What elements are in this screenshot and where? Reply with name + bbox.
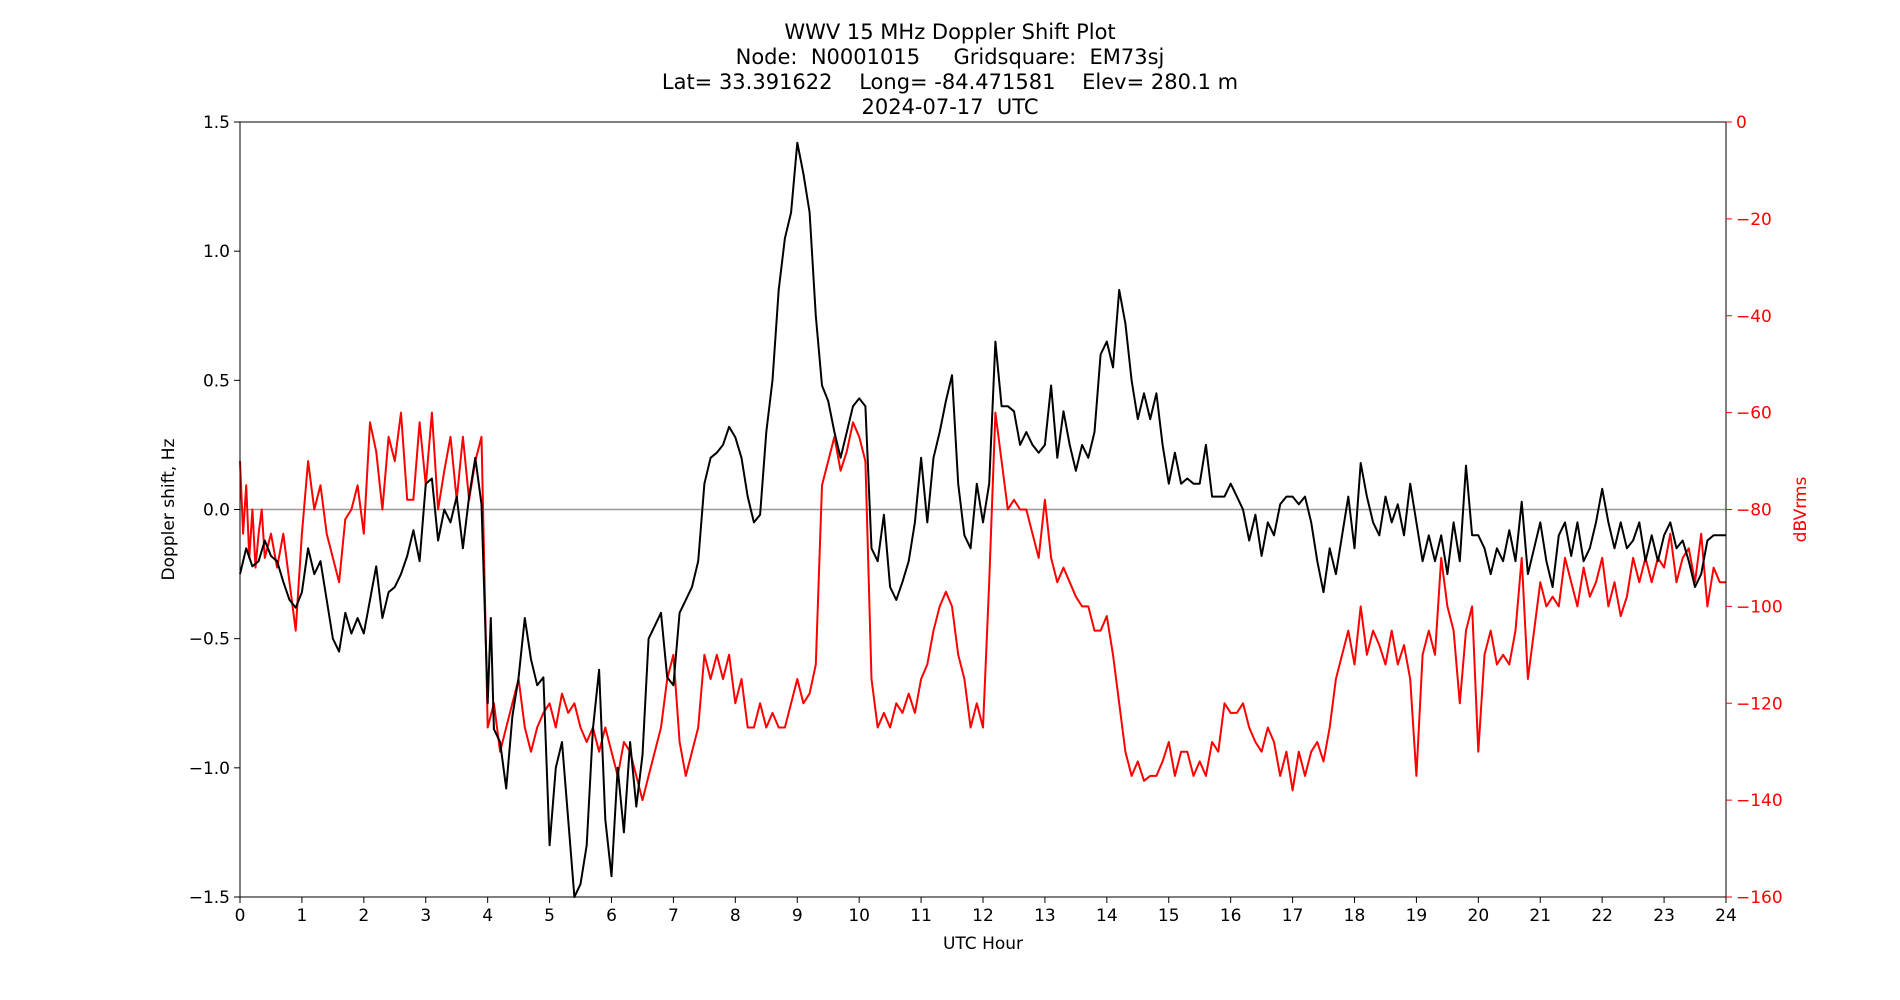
left-tick-label: −1.5 xyxy=(189,888,230,908)
x-tick-label: 19 xyxy=(1406,906,1428,926)
left-tick-label: 0.0 xyxy=(203,501,230,521)
x-tick-label: 1 xyxy=(297,906,308,926)
x-tick-label: 18 xyxy=(1344,906,1366,926)
chart-title: WWV 15 MHz Doppler Shift Plot Node: N000… xyxy=(0,20,1900,120)
x-tick-label: 6 xyxy=(606,906,617,926)
left-tick-label: 1.0 xyxy=(203,242,230,262)
x-tick-label: 21 xyxy=(1529,906,1551,926)
x-tick-label: 15 xyxy=(1158,906,1180,926)
left-tick-label: 1.5 xyxy=(203,113,230,133)
x-tick-label: 17 xyxy=(1282,906,1304,926)
left-tick-label: −1.0 xyxy=(189,759,230,779)
left-axis-ticks: 1.5 1.0 0.5 0.0 −0.5 −1.0 −1.5 xyxy=(189,113,240,908)
right-tick-label: −20 xyxy=(1736,210,1772,230)
x-tick-label: 7 xyxy=(668,906,679,926)
x-tick-label: 11 xyxy=(910,906,932,926)
x-tick-label: 14 xyxy=(1096,906,1118,926)
x-tick-label: 3 xyxy=(420,906,431,926)
x-axis-ticks: 0 1 2 3 4 5 6 7 8 9 10 11 12 13 14 15 16 17 18 19 20 21 22 23 24 xyxy=(235,897,1737,926)
x-tick-label: 5 xyxy=(544,906,555,926)
x-tick-label: 13 xyxy=(1034,906,1056,926)
title-line-1: WWV 15 MHz Doppler Shift Plot xyxy=(784,20,1116,44)
right-axis-label: dBVrms xyxy=(1791,477,1811,543)
doppler-series-line xyxy=(239,141,1726,898)
x-tick-label: 22 xyxy=(1591,906,1613,926)
x-tick-label: 8 xyxy=(730,906,741,926)
right-tick-label: −160 xyxy=(1736,888,1783,908)
right-tick-label: −80 xyxy=(1736,501,1772,521)
power-series-line xyxy=(239,411,1726,802)
title-line-4: 2024-07-17 UTC xyxy=(861,95,1039,119)
left-axis-label: Doppler shift, Hz xyxy=(159,438,179,580)
title-line-2: Node: N0001015 Gridsquare: EM73sj xyxy=(735,45,1165,69)
right-tick-label: −60 xyxy=(1736,404,1772,424)
right-tick-label: −40 xyxy=(1736,307,1772,327)
x-tick-label: 4 xyxy=(482,906,493,926)
right-tick-label: 0 xyxy=(1736,113,1747,133)
x-tick-label: 16 xyxy=(1220,906,1242,926)
left-tick-label: −0.5 xyxy=(189,630,230,650)
x-tick-label: 12 xyxy=(972,906,994,926)
right-axis-ticks: 0 −20 −40 −60 −80 −100 −120 −140 −160 xyxy=(1726,113,1783,908)
x-tick-label: 24 xyxy=(1715,906,1737,926)
x-tick-label: 20 xyxy=(1468,906,1490,926)
x-tick-label: 0 xyxy=(235,906,246,926)
x-tick-label: 9 xyxy=(792,906,803,926)
left-tick-label: 0.5 xyxy=(203,371,230,391)
right-tick-label: −140 xyxy=(1736,791,1783,811)
right-tick-label: −100 xyxy=(1736,597,1783,617)
x-tick-label: 23 xyxy=(1653,906,1675,926)
x-tick-label: 10 xyxy=(848,906,870,926)
right-tick-label: −120 xyxy=(1736,694,1783,714)
title-line-3: Lat= 33.391622 Long= -84.471581 Elev= 28… xyxy=(661,70,1239,94)
series-layer xyxy=(239,141,1726,898)
x-tick-label: 2 xyxy=(358,906,369,926)
x-axis-label: UTC Hour xyxy=(943,934,1023,954)
